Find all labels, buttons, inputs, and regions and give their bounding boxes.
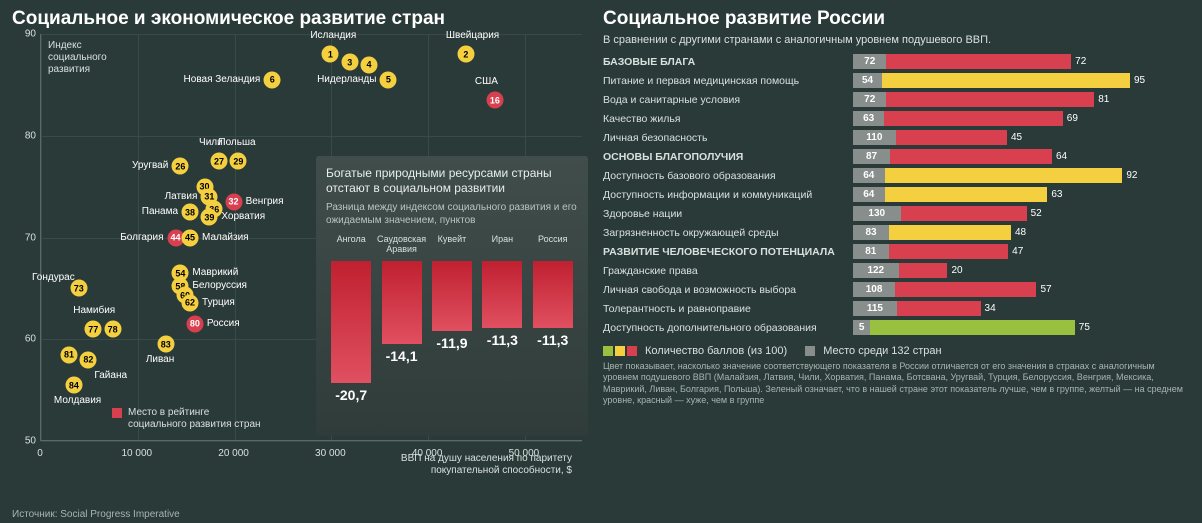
source: Источник: Social Progress Imperative [12, 509, 180, 520]
bar-row: Вода и санитарные условия7281 [603, 90, 1190, 109]
bar-row: Личная свобода и возможность выбора10857 [603, 280, 1190, 299]
bar-row: Загрязненность окружающей среды8348 [603, 223, 1190, 242]
scatter-point-label: Болгария [120, 232, 163, 243]
left-title: Социальное и экономическое развитие стра… [12, 8, 591, 30]
inset-bar: Россия-11,3 [529, 235, 577, 348]
bar-row: Доступность дополнительного образования5… [603, 318, 1190, 337]
bar-row: Качество жилья6369 [603, 109, 1190, 128]
scatter-point-label: Венгрия [246, 196, 284, 207]
scatter-point-label: Уругвай [132, 160, 168, 171]
scatter-legend: Место в рейтинге социального развития ст… [112, 407, 261, 431]
ytick: 80 [12, 130, 36, 141]
ytick: 60 [12, 334, 36, 345]
right-subtitle: В сравнении с другими странами с аналоги… [603, 34, 1190, 46]
bar-row: Личная безопасность11045 [603, 128, 1190, 147]
scatter-point: 3 [341, 54, 358, 71]
scatter-point: 1 [322, 46, 339, 63]
scatter-point: 38 [182, 204, 199, 221]
scatter-point: 6 [264, 71, 281, 88]
scatter-point: 78 [104, 321, 121, 338]
bar-chart: БАЗОВЫЕ БЛАГА7272Питание и первая медици… [603, 52, 1190, 337]
scatter-point: 27 [211, 153, 228, 170]
scatter-point-label: Гондурас [32, 272, 75, 283]
scatter-chart: Богатые природными ресурсами страны отст… [12, 34, 582, 479]
legend-rank-text: Место среди 132 стран [823, 345, 941, 357]
scatter-point: 45 [182, 229, 199, 246]
scatter-point-label: Исландия [310, 30, 356, 41]
scatter-point: 32 [225, 193, 242, 210]
inset-chart: Богатые природными ресурсами страны отст… [316, 156, 588, 436]
scatter-point: 29 [230, 153, 247, 170]
scatter-point-label: Латвия [165, 191, 198, 202]
yaxis-label: Индекс социального развития [48, 40, 107, 76]
bar-row: Гражданские права12220 [603, 261, 1190, 280]
scatter-point-label: Ливан [146, 354, 174, 365]
bar-section-head: РАЗВИТИЕ ЧЕЛОВЕЧЕСКОГО ПОТЕНЦИАЛА8147 [603, 242, 1190, 261]
scatter-point: 77 [85, 321, 102, 338]
right-footnote: Цвет показывает, насколько значение соот… [603, 361, 1190, 406]
right-legend: Количество баллов (из 100) Место среди 1… [603, 345, 1190, 357]
scatter-point-label: Турция [202, 297, 235, 308]
xtick: 20 000 [218, 448, 249, 459]
scatter-point: 62 [182, 294, 199, 311]
xtick: 0 [37, 448, 43, 459]
scatter-point-label: Маврикий [192, 267, 238, 278]
ytick: 90 [12, 29, 36, 40]
scatter-point: 5 [380, 71, 397, 88]
scatter-point: 81 [61, 346, 78, 363]
ytick: 50 [12, 436, 36, 447]
scatter-point-label: Новая Зеландия [184, 74, 261, 85]
right-title: Социальное развитие России [603, 8, 1190, 30]
inset-bar: Иран-11,3 [478, 235, 526, 348]
bar-section-head: ОСНОВЫ БЛАГОПОЛУЧИЯ8764 [603, 147, 1190, 166]
scatter-point-label: Швейцария [446, 30, 499, 41]
xtick: 30 000 [315, 448, 346, 459]
scatter-point-label: Нидерланды [317, 74, 376, 85]
scatter-point-label: Молдавия [54, 395, 101, 406]
bar-row: Доступность информации и коммуникаций646… [603, 185, 1190, 204]
ytick: 70 [12, 232, 36, 243]
legend-score-text: Количество баллов (из 100) [645, 345, 787, 357]
xaxis-label: ВВП на душу населения по паритету покупа… [401, 453, 572, 477]
bar-row: Здоровье нации13052 [603, 204, 1190, 223]
scatter-point-label: Панама [142, 206, 178, 217]
scatter-point-label: Россия [207, 318, 240, 329]
scatter-point-label: США [475, 76, 498, 87]
inset-sub: Разница между индексом социального разви… [326, 202, 578, 227]
scatter-point-label: Намибия [73, 305, 115, 316]
scatter-point: 16 [486, 92, 503, 109]
scatter-point: 26 [172, 158, 189, 175]
scatter-point: 39 [201, 209, 218, 226]
scatter-point-label: Хорватия [221, 211, 265, 222]
bar-section-head: БАЗОВЫЕ БЛАГА7272 [603, 52, 1190, 71]
scatter-point: 2 [457, 46, 474, 63]
scatter-point: 80 [186, 315, 203, 332]
xtick: 10 000 [121, 448, 152, 459]
inset-bar: Саудовская Аравия-14,1 [378, 235, 426, 364]
scatter-point: 4 [361, 56, 378, 73]
scatter-point: 83 [157, 336, 174, 353]
scatter-point: 82 [80, 351, 97, 368]
scatter-point-label: Малайзия [202, 232, 249, 243]
bar-row: Питание и первая медицинская помощь5495 [603, 71, 1190, 90]
bar-row: Доступность базового образования6492 [603, 166, 1190, 185]
inset-title: Богатые природными ресурсами страны отст… [326, 166, 578, 196]
scatter-point-label: Белоруссия [192, 280, 247, 291]
scatter-point: 84 [65, 377, 82, 394]
inset-bar: Ангола-20,7 [327, 235, 375, 403]
scatter-point-label: Гайана [94, 370, 127, 381]
scatter-point-label: Польша [218, 137, 255, 148]
bar-row: Толерантность и равноправие11534 [603, 299, 1190, 318]
inset-bar: Кувейт-11,9 [428, 235, 476, 351]
